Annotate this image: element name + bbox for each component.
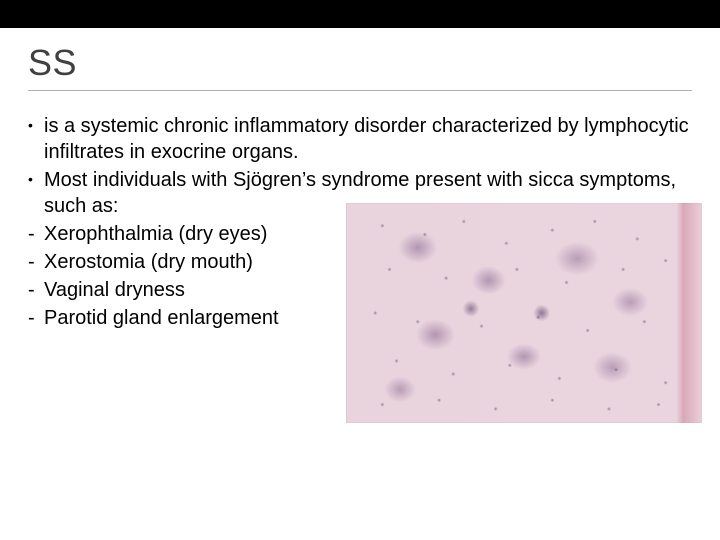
histology-image (346, 203, 702, 423)
bullet-marker-dash (28, 221, 44, 247)
bullet-marker-dash (28, 249, 44, 275)
bullet-marker-dot (28, 113, 44, 139)
slide-body: is a systemic chronic inflammatory disor… (28, 113, 692, 331)
bullet-marker-dash (28, 305, 44, 331)
slide-title: SS (28, 42, 692, 84)
top-bar (0, 0, 720, 28)
title-underline (28, 90, 692, 91)
bullet-marker-dash (28, 277, 44, 303)
bullet-item: is a systemic chronic inflammatory disor… (28, 113, 692, 165)
slide-content: SS is a systemic chronic inflammatory di… (0, 28, 720, 331)
bullet-text: is a systemic chronic inflammatory disor… (44, 113, 692, 165)
bullet-marker-dot (28, 167, 44, 193)
